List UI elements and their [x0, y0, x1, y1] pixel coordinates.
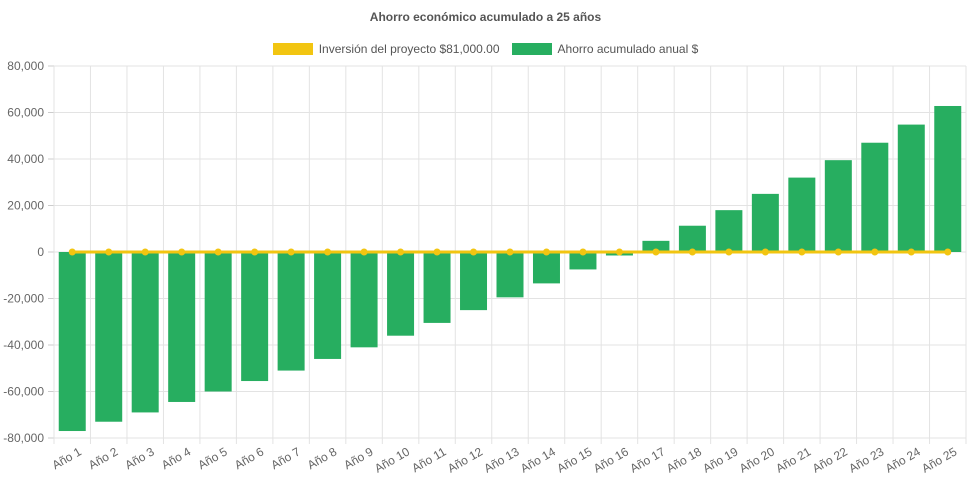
investment-point — [324, 248, 332, 256]
investment-point — [761, 248, 769, 256]
x-tick-label: Año 5 — [196, 444, 230, 472]
x-tick-label: Año 8 — [305, 444, 339, 472]
x-tick-label: Año 4 — [159, 444, 193, 472]
investment-point — [615, 248, 623, 256]
bar-año-6 — [241, 252, 269, 382]
chart-title: Ahorro económico acumulado a 25 años — [369, 10, 602, 24]
y-tick-label: 80,000 — [7, 59, 44, 73]
bar-año-1 — [58, 252, 86, 432]
x-tick-label: Año 21 — [773, 444, 813, 475]
investment-point — [68, 248, 76, 256]
x-tick-label: Año 23 — [846, 444, 886, 475]
investment-point — [506, 248, 514, 256]
investment-point — [360, 248, 368, 256]
investment-point — [944, 248, 952, 256]
x-tick-label: Año 19 — [700, 444, 740, 475]
bar-año-20 — [751, 193, 779, 252]
x-tick-label: Año 12 — [445, 444, 485, 475]
x-tick-label: Año 15 — [555, 444, 595, 475]
bar-año-18 — [678, 225, 706, 252]
bar-año-21 — [788, 177, 816, 252]
legend-label-savings: Ahorro acumulado anual $ — [557, 42, 699, 56]
x-tick-label: Año 10 — [372, 444, 412, 475]
investment-point — [579, 248, 587, 256]
bar-año-5 — [204, 252, 232, 392]
bar-año-14 — [532, 252, 560, 284]
bar-año-8 — [314, 252, 342, 359]
bar-año-23 — [861, 142, 889, 252]
x-tick-label: Año 20 — [737, 444, 777, 475]
y-tick-label: 40,000 — [7, 152, 44, 166]
bar-año-4 — [168, 252, 196, 402]
x-tick-label: Año 6 — [232, 444, 266, 472]
x-tick-label: Año 9 — [341, 444, 375, 472]
legend-item-investment[interactable]: Inversión del proyecto $81,000.00 — [272, 42, 500, 56]
investment-point — [397, 248, 405, 256]
y-tick-label: -20,000 — [3, 292, 44, 306]
investment-point — [178, 248, 186, 256]
legend: Inversión del proyecto $81,000.00 Ahorro… — [0, 42, 971, 56]
investment-point — [105, 248, 113, 256]
x-tick-label: Año 24 — [883, 444, 923, 475]
bar-año-10 — [387, 252, 415, 336]
bar-año-2 — [95, 252, 123, 422]
investment-point — [652, 248, 660, 256]
investment-point — [141, 248, 149, 256]
bar-año-25 — [934, 105, 962, 253]
legend-item-savings[interactable]: Ahorro acumulado anual $ — [511, 42, 699, 56]
investment-point — [725, 248, 733, 256]
legend-swatch-savings — [511, 43, 552, 55]
y-tick-label: -60,000 — [3, 385, 44, 399]
investment-point — [251, 248, 259, 256]
bar-año-15 — [569, 252, 597, 270]
x-tick-label: Año 17 — [627, 444, 667, 475]
x-tick-label: Año 14 — [518, 444, 558, 475]
x-tick-label: Año 18 — [664, 444, 704, 475]
x-tick-label: Año 25 — [919, 444, 959, 475]
investment-point — [433, 248, 441, 256]
y-tick-label: 60,000 — [7, 106, 44, 120]
y-tick-label: 0 — [37, 245, 44, 259]
x-tick-label: Año 16 — [591, 444, 631, 475]
investment-point — [287, 248, 295, 256]
bar-año-13 — [496, 252, 524, 298]
x-tick-label: Año 7 — [268, 444, 302, 472]
bar-año-17 — [642, 240, 670, 252]
bar-año-12 — [460, 252, 488, 311]
y-tick-label: -80,000 — [3, 431, 44, 445]
bar-año-9 — [350, 252, 378, 348]
bar-año-24 — [897, 124, 925, 252]
investment-point — [688, 248, 696, 256]
x-tick-label: Año 1 — [50, 444, 84, 472]
investment-point — [542, 248, 550, 256]
investment-point — [214, 248, 222, 256]
investment-point — [470, 248, 478, 256]
x-tick-label: Año 3 — [123, 444, 157, 472]
y-tick-label: 20,000 — [7, 199, 44, 213]
bar-año-3 — [131, 252, 159, 413]
y-tick-label: -40,000 — [3, 338, 44, 352]
investment-point — [798, 248, 806, 256]
x-tick-label: Año 13 — [482, 444, 522, 475]
x-tick-label: Año 22 — [810, 444, 850, 475]
bar-año-19 — [715, 210, 743, 252]
legend-swatch-investment — [272, 43, 313, 55]
investment-point — [907, 248, 915, 256]
investment-point — [871, 248, 879, 256]
bar-año-7 — [277, 252, 305, 371]
legend-label-investment: Inversión del proyecto $81,000.00 — [318, 42, 500, 56]
x-tick-label: Año 2 — [86, 444, 120, 472]
bar-año-22 — [824, 160, 852, 252]
investment-point — [834, 248, 842, 256]
x-tick-label: Año 11 — [409, 444, 448, 475]
bar-año-11 — [423, 252, 451, 323]
